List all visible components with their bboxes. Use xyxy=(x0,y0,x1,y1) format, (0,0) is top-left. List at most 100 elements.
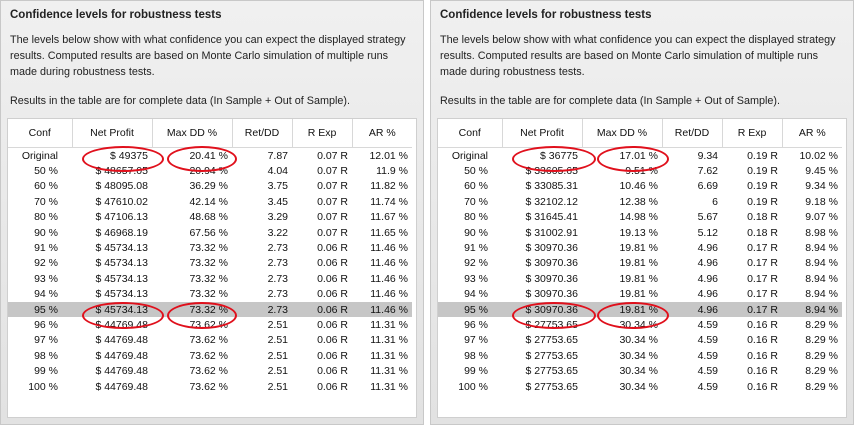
table-row[interactable]: 94 % $ 30970.36 19.81 % 4.96 0.17 R 8.94 % xyxy=(438,287,842,302)
table-cell: 2.73 xyxy=(267,242,288,255)
table-cell: 60 % xyxy=(464,180,488,193)
column-header[interactable]: R Exp xyxy=(721,119,782,148)
table-row[interactable]: 98 % $ 44769.48 73.62 % 2.51 0.06 R 11.31 % xyxy=(8,348,412,363)
table-row[interactable]: 93 % $ 45734.13 73.32 % 2.73 0.06 R 11.46 % xyxy=(8,271,412,286)
table-cell: 97 % xyxy=(464,334,488,347)
table-row[interactable]: 95 % $ 30970.36 19.81 % 4.96 0.17 R 8.94 % xyxy=(438,301,842,318)
table-cell: 11.31 % xyxy=(370,318,408,331)
table-cell: 12.38 % xyxy=(619,195,658,208)
table-cell: 4.59 xyxy=(697,318,718,331)
column-header[interactable]: Max DD % xyxy=(581,119,662,148)
table-row[interactable]: Original $ 49375 20.41 % 7.87 0.07 R 12.01 % xyxy=(8,148,412,164)
column-header[interactable]: Conf xyxy=(438,119,502,148)
table-cell: 0.06 R xyxy=(317,257,348,270)
table-cell: 3.22 xyxy=(267,226,288,239)
table-cell: 8.29 % xyxy=(805,349,838,362)
table-cell: 9.34 xyxy=(697,149,718,162)
panel-description: The levels below show with what confiden… xyxy=(10,34,406,78)
table-row[interactable]: 60 % $ 48095.08 36.29 % 3.75 0.07 R 11.82 % xyxy=(8,179,412,194)
table-cell: 2.73 xyxy=(267,257,288,270)
table-row[interactable]: 100 % $ 27753.65 30.34 % 4.59 0.16 R 8.29 % xyxy=(438,379,842,394)
column-header[interactable]: R Exp xyxy=(291,119,352,148)
table-cell: 19.81 % xyxy=(619,272,658,285)
table-cell: 19.81 % xyxy=(582,301,662,318)
table-cell: 0.07 R xyxy=(317,226,348,239)
table-cell: 0.19 R xyxy=(747,195,778,208)
table-row[interactable]: 100 % $ 44769.48 73.62 % 2.51 0.06 R 11.31 % xyxy=(8,379,412,394)
table-cell: 8.29 % xyxy=(805,380,838,393)
table-cell: 80 % xyxy=(34,211,58,224)
table-row[interactable]: 95 % $ 45734.13 73.32 % 2.73 0.06 R 11.46 % xyxy=(8,301,412,318)
table-cell: 4.59 xyxy=(697,334,718,347)
table-cell: 93 % xyxy=(464,272,488,285)
table-cell: 2.73 xyxy=(232,301,292,318)
table-row[interactable]: 91 % $ 30970.36 19.81 % 4.96 0.17 R 8.94 % xyxy=(438,240,842,255)
table-row[interactable]: 92 % $ 30970.36 19.81 % 4.96 0.17 R 8.94 % xyxy=(438,256,842,271)
table-row[interactable]: 90 % $ 46968.19 67.56 % 3.22 0.07 R 11.65 % xyxy=(8,225,412,240)
table-row[interactable]: 99 % $ 44769.48 73.62 % 2.51 0.06 R 11.31 % xyxy=(8,363,412,378)
table-row[interactable]: 96 % $ 27753.65 30.34 % 4.59 0.16 R 8.29 % xyxy=(438,317,842,332)
column-header[interactable]: Net Profit xyxy=(71,119,152,148)
table-row[interactable]: 50 % $ 48657.05 20.94 % 4.04 0.07 R 11.9 % xyxy=(8,163,412,178)
column-header[interactable]: AR % xyxy=(351,119,412,148)
table-cell: $ 30970.36 xyxy=(525,272,578,285)
column-header[interactable]: AR % xyxy=(781,119,842,148)
table-cell: $ 27753.65 xyxy=(525,349,578,362)
table-cell: 0.06 R xyxy=(292,301,352,318)
table-cell: 6.69 xyxy=(697,180,718,193)
table-cell: 0.17 R xyxy=(747,242,778,255)
table-cell: 4.96 xyxy=(662,301,722,318)
table-row[interactable]: 98 % $ 27753.65 30.34 % 4.59 0.16 R 8.29 % xyxy=(438,348,842,363)
table-cell: 73.62 % xyxy=(189,349,228,362)
table-row[interactable]: 70 % $ 32102.12 12.38 % 6 0.19 R 9.18 % xyxy=(438,194,842,209)
table-cell: 42.14 % xyxy=(189,195,228,208)
table-cell: 0.17 R xyxy=(747,288,778,301)
table-cell: $ 45734.13 xyxy=(72,301,152,318)
table-cell: 19.81 % xyxy=(619,288,658,301)
column-header[interactable]: Conf xyxy=(8,119,72,148)
table-cell: $ 31002.91 xyxy=(525,226,578,239)
table-cell: 8.98 % xyxy=(805,226,838,239)
table-cell: 73.32 % xyxy=(189,242,228,255)
table-cell: 100 % xyxy=(28,380,58,393)
table-cell: 99 % xyxy=(464,365,488,378)
table-cell: 73.32 % xyxy=(189,272,228,285)
table-row[interactable]: 96 % $ 44769.48 73.62 % 2.51 0.06 R 11.31 % xyxy=(8,317,412,332)
table-cell: 92 % xyxy=(464,257,488,270)
table-row[interactable]: 99 % $ 27753.65 30.34 % 4.59 0.16 R 8.29 % xyxy=(438,363,842,378)
table-cell: 30.34 % xyxy=(619,349,658,362)
column-header[interactable]: Ret/DD xyxy=(661,119,722,148)
table-row[interactable]: 94 % $ 45734.13 73.32 % 2.73 0.06 R 11.46 % xyxy=(8,287,412,302)
table-row[interactable]: 92 % $ 45734.13 73.32 % 2.73 0.06 R 11.46 % xyxy=(8,256,412,271)
table-cell: $ 44769.48 xyxy=(95,365,148,378)
table-cell: $ 31645.41 xyxy=(525,211,578,224)
table-row[interactable]: 50 % $ 33605.65 9.51 % 7.62 0.19 R 9.45 % xyxy=(438,163,842,178)
table-cell: 100 % xyxy=(458,380,488,393)
table-cell: $ 30970.36 xyxy=(525,288,578,301)
table-row[interactable]: 70 % $ 47610.02 42.14 % 3.45 0.07 R 11.74 % xyxy=(8,194,412,209)
column-header[interactable]: Net Profit xyxy=(501,119,582,148)
table-cell: 20.94 % xyxy=(189,165,228,178)
table-row[interactable]: 93 % $ 30970.36 19.81 % 4.96 0.17 R 8.94 % xyxy=(438,271,842,286)
table-row[interactable]: 80 % $ 31645.41 14.98 % 5.67 0.18 R 9.07 % xyxy=(438,210,842,225)
table-row[interactable]: 60 % $ 33085.31 10.46 % 6.69 0.19 R 9.34 % xyxy=(438,179,842,194)
table-row[interactable]: 90 % $ 31002.91 19.13 % 5.12 0.18 R 8.98 % xyxy=(438,225,842,240)
table-row[interactable]: 91 % $ 45734.13 73.32 % 2.73 0.06 R 11.46 % xyxy=(8,240,412,255)
table-cell: 8.94 % xyxy=(805,288,838,301)
table-row[interactable]: Original $ 36775 17.01 % 9.34 0.19 R 10.02 % xyxy=(438,148,842,164)
column-header[interactable]: Ret/DD xyxy=(231,119,292,148)
column-header[interactable]: Max DD % xyxy=(151,119,232,148)
table-cell: 0.17 R xyxy=(722,301,782,318)
table-row[interactable]: 97 % $ 44769.48 73.62 % 2.51 0.06 R 11.31 % xyxy=(8,333,412,348)
table-cell: 4.96 xyxy=(697,257,718,270)
table-cell: 36.29 % xyxy=(189,180,228,193)
table-cell: 5.67 xyxy=(697,211,718,224)
confidence-panel-right: Confidence levels for robustness tests T… xyxy=(430,0,854,425)
table-cell: 93 % xyxy=(34,272,58,285)
table-cell: 11.82 % xyxy=(370,180,408,193)
table-row[interactable]: 80 % $ 47106.13 48.68 % 3.29 0.07 R 11.67 % xyxy=(8,210,412,225)
table-cell: 0.07 R xyxy=(317,180,348,193)
table-cell: $ 46968.19 xyxy=(95,226,148,239)
table-row[interactable]: 97 % $ 27753.65 30.34 % 4.59 0.16 R 8.29 % xyxy=(438,333,842,348)
table-header-row: Conf Net Profit Max DD % Ret/DD R Exp AR % xyxy=(438,119,842,148)
